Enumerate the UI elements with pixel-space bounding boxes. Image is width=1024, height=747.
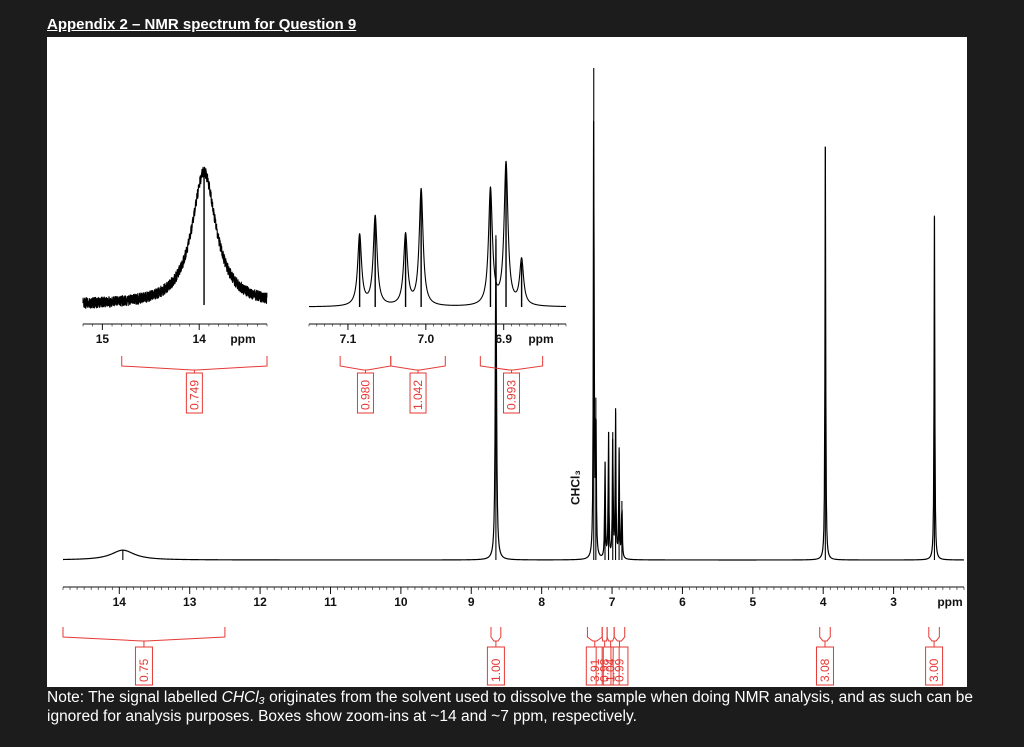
integral-bracket: [390, 356, 446, 371]
solvent-label: CHCl₃: [569, 470, 583, 505]
x-axis-tick-label: 4: [820, 595, 827, 609]
integral-bracket: [121, 356, 268, 371]
x-axis-tick-label: 13: [183, 595, 197, 609]
x-axis-tick-label: 5: [749, 595, 756, 609]
integral-value: 0.749: [187, 380, 201, 410]
spectrum-main: 14 13 12 11 10 9 8 7 6 5 4 3 ppm 0.75 1.00 3.910.98 1.04…: [62, 68, 965, 686]
integral-bracket: [606, 627, 615, 642]
x-axis-tick-label: 11: [324, 595, 337, 609]
integral-value: 0.75: [137, 658, 151, 682]
x-axis-tick-label: 7.0: [417, 332, 434, 346]
x-axis-tick-label: 7.1: [340, 332, 357, 346]
integral-value: 3.91: [588, 658, 602, 682]
integral-bracket: [490, 627, 502, 642]
x-axis-tick-label: 14: [193, 332, 207, 346]
x-axis-tick-label: 15: [96, 332, 110, 346]
spectrum-trace: [62, 120, 965, 561]
x-axis-unit-label: ppm: [937, 595, 962, 609]
x-axis-tick-label: 9: [468, 595, 475, 609]
integral-value: 0.99: [612, 658, 626, 682]
x-axis-tick-label: 14: [113, 595, 127, 609]
note-prefix: Note: The signal labelled: [47, 689, 222, 706]
x-axis-tick-label: 7: [609, 595, 616, 609]
integral-value: 0.980: [358, 380, 372, 410]
x-axis-tick-label: 10: [394, 595, 408, 609]
spectrum-panel: 14 13 12 11 10 9 8 7 6 5 4 3 ppm 0.75 1.00 3.91 0.98 1.04…: [47, 37, 967, 687]
integral-value: 1.00: [489, 658, 503, 682]
integral-bracket: [339, 356, 392, 371]
integral-bracket: [601, 627, 608, 642]
note-solvent: CHCl₃: [221, 689, 265, 706]
x-axis-unit-label: ppm: [528, 332, 553, 346]
nmr-spectrum-chart: 14 13 12 11 10 9 8 7 6 5 4 3 ppm 0.75 1.00 3.910.98 1.04…: [62, 68, 965, 686]
integral-bracket: [613, 627, 626, 642]
page-title: Appendix 2 – NMR spectrum for Question 9: [47, 16, 357, 33]
x-axis-tick-label: 12: [253, 595, 267, 609]
integral-value: 3.00: [927, 658, 941, 682]
integral-value: 3.08: [818, 658, 832, 682]
spectrum-zoom-7: 7.1 7.0 6.9 ppm 0.980 1.042 0.993: [308, 160, 567, 414]
x-axis-tick-label: 6.9: [495, 332, 512, 346]
integral-value: 1.042: [411, 380, 425, 410]
integral-value: 0.98: [598, 658, 612, 682]
note-text: Note: The signal labelled CHCl₃ originat…: [47, 688, 982, 726]
x-axis-tick-label: 8: [538, 595, 545, 609]
spectrum-trace: [308, 160, 567, 308]
x-axis-tick-label: 3: [890, 595, 897, 609]
integral-bracket: [62, 627, 226, 642]
spectrum-zoom-14: 15 14 ppm 0.749: [82, 166, 268, 414]
integral-value: 0.993: [504, 380, 518, 410]
integral-bracket: [479, 356, 544, 371]
spectrum-trace: [82, 166, 268, 309]
x-axis-unit-label: ppm: [230, 332, 255, 346]
integral-bracket: [819, 627, 831, 642]
note-suffix: originates from the solvent used to diss…: [47, 689, 974, 725]
integral-bracket: [586, 627, 603, 642]
integral-bracket: [928, 627, 940, 642]
x-axis-tick-label: 6: [679, 595, 686, 609]
